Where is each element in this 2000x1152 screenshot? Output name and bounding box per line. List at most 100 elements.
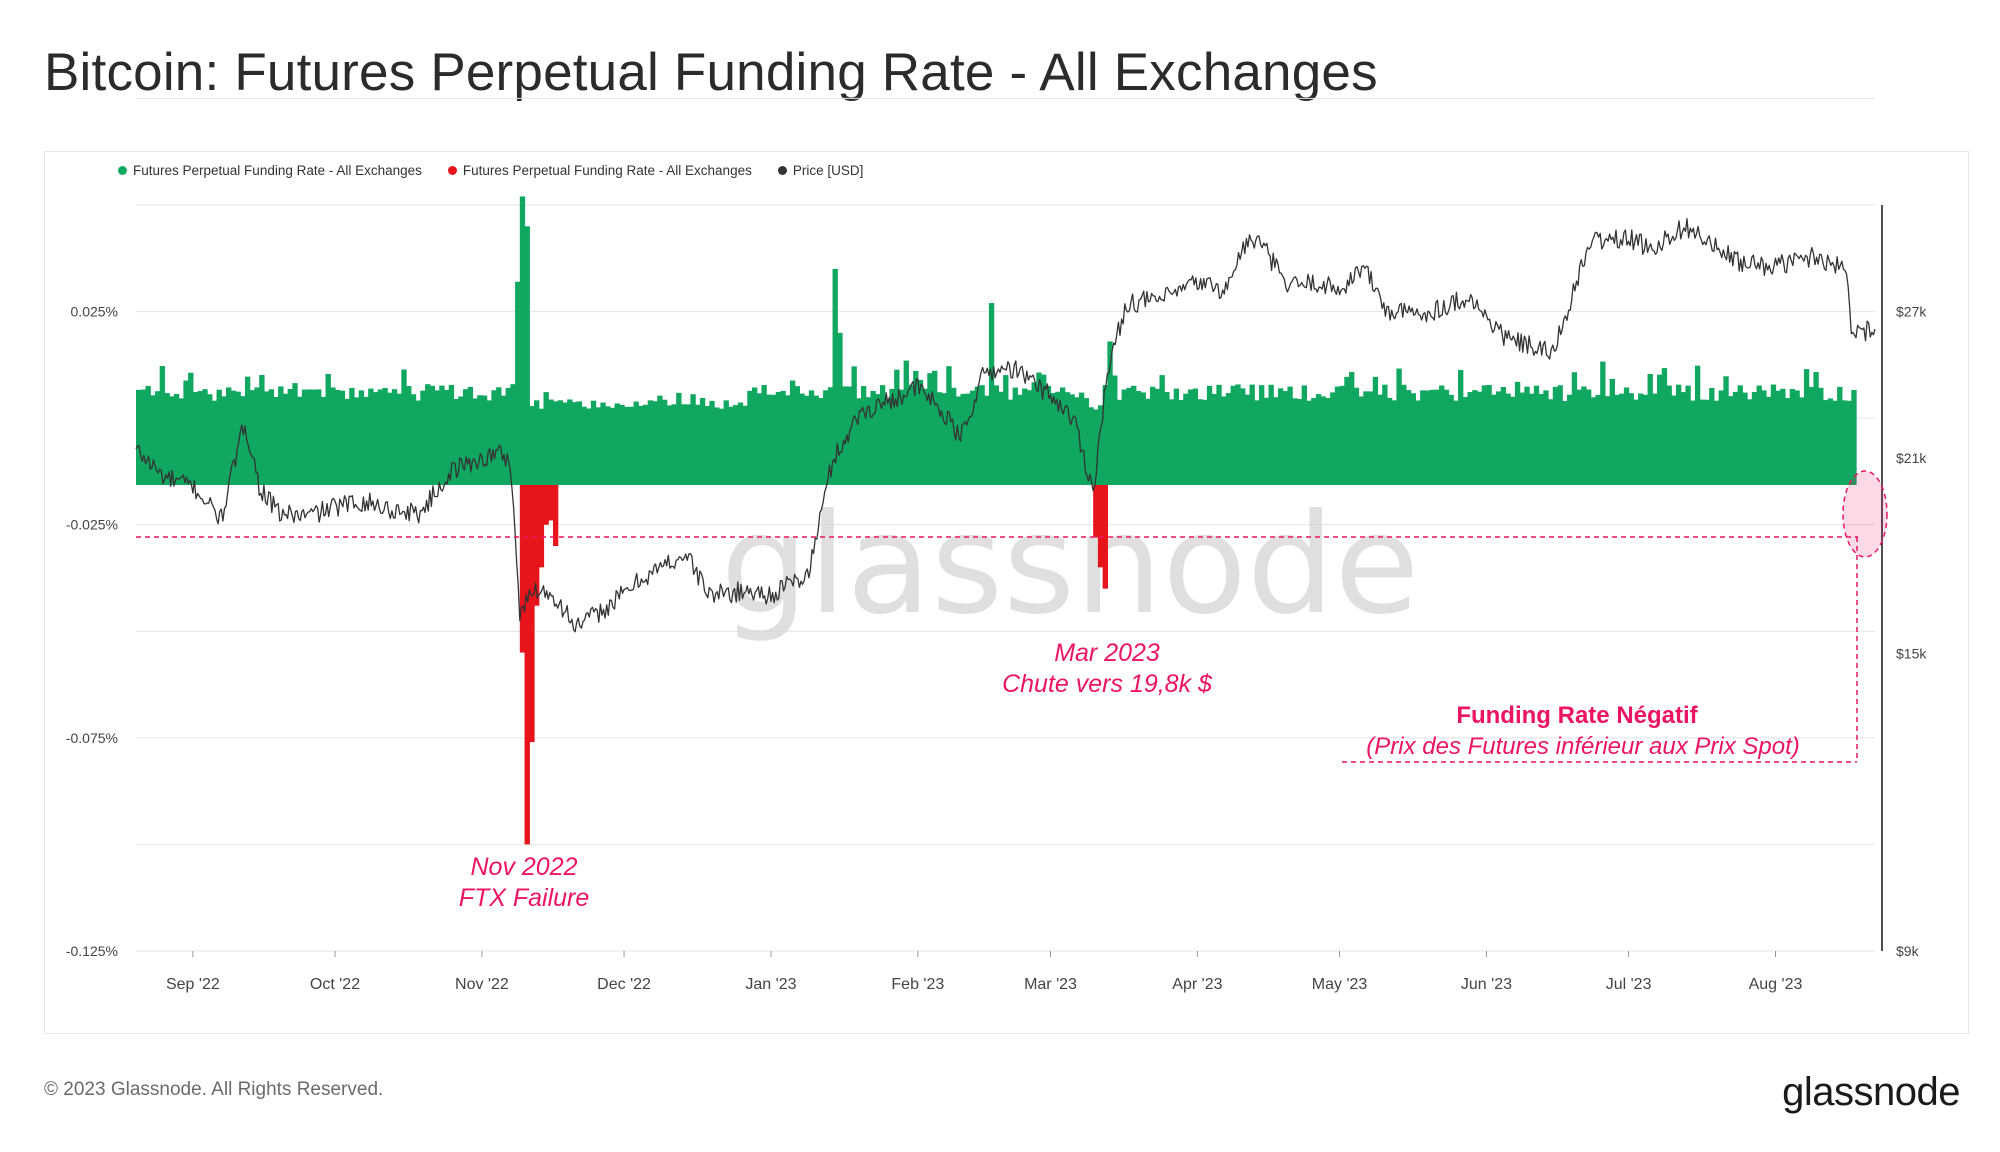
funding-bar-positive [1382,384,1388,485]
funding-bar-positive [785,395,791,485]
funding-bar-positive [159,366,166,485]
funding-bar-positive [259,374,265,485]
chart-frame [44,151,1969,1034]
funding-bar-positive [1818,387,1824,485]
funding-bar-positive [1078,392,1085,485]
funding-bar-positive [695,404,701,485]
funding-bar-positive [1794,390,1800,485]
funding-bar-positive [1135,391,1142,485]
funding-bar-positive [325,373,331,485]
funding-bar-negative [552,485,559,547]
funding-bar-positive [1036,372,1042,485]
funding-bar-positive [1453,400,1459,485]
funding-bar-positive [1112,375,1118,485]
funding-bar-positive [1263,397,1270,485]
legend-item-positive-funding[interactable]: Futures Perpetual Funding Rate - All Exc… [118,163,422,178]
annotation-mar-line2: Chute vers 19,8k $ [1002,670,1213,698]
funding-bar-positive [1164,391,1170,485]
funding-bar-positive [557,400,564,485]
funding-bar-positive [1045,385,1052,485]
legend-item-negative-funding[interactable]: Futures Perpetual Funding Rate - All Exc… [447,163,752,178]
funding-bar-positive [1737,385,1743,485]
funding-bar-positive [1017,394,1023,485]
funding-bar-positive [197,391,203,485]
funding-bar-positive [1614,394,1620,485]
legend-dot-red [447,166,457,175]
funding-bar-positive [709,400,715,485]
funding-bar-positive [974,386,981,485]
funding-bar-positive [1244,394,1251,485]
funding-bar-positive [1813,371,1819,485]
funding-bar-positive [1851,390,1857,485]
funding-bar-positive [903,360,909,485]
funding-bar-positive [491,390,497,485]
funding-bar-positive [1486,384,1492,485]
copyright-footer: © 2023 Glassnode. All Rights Reserved. [44,1079,384,1100]
funding-bar-positive [1519,392,1525,485]
funding-bar-positive [1396,368,1402,485]
funding-bar-positive [1178,399,1184,485]
funding-bar-positive [756,393,763,485]
funding-bar-positive [1401,384,1407,485]
y-left-tick-label: -0.125% [66,943,118,959]
funding-bar-positive [1638,393,1644,485]
y-right-tick-label: $27k [1896,304,1927,320]
annotation-highlight-ellipse [1842,470,1888,558]
funding-bar-positive [1576,389,1582,485]
funding-bar-positive [884,399,891,485]
funding-bar-positive [1325,397,1331,485]
funding-bar-positive [1434,389,1440,485]
funding-bar-positive [1491,394,1497,485]
funding-bar-positive [1837,386,1843,485]
funding-bar-positive [263,391,270,485]
funding-bar-positive [273,396,279,485]
funding-bar-positive [515,281,521,485]
x-tick-label: Jun '23 [1461,976,1512,993]
funding-bar-positive [789,380,796,485]
funding-bar-positive [1751,392,1758,485]
funding-bar-positive [192,391,199,485]
funding-bar-positive [1140,392,1146,485]
funding-bar-positive [562,402,568,485]
funding-bar-positive [1827,398,1833,485]
funding-bar-positive [1420,390,1426,485]
annotation-negative-subtitle: (Prix des Futures inférieur aux Prix Spo… [1366,733,1800,760]
x-tick-label: May '23 [1312,976,1368,993]
funding-bar-positive [1088,407,1094,485]
funding-bar-positive [965,393,971,485]
funding-bar-positive [1822,400,1829,485]
funding-bar-positive [770,394,777,485]
funding-bar-positive [1107,341,1113,485]
funding-bar-positive [1623,387,1630,485]
funding-bar-positive [164,393,170,485]
funding-bar-positive [638,405,644,485]
funding-bar-positive [704,406,710,485]
funding-bar-positive [1832,400,1838,485]
funding-bar-positive [1704,399,1710,485]
funding-bar-positive [813,395,819,485]
funding-bar-positive [661,399,668,485]
funding-bar-positive [1443,389,1450,485]
funding-bar-positive [633,401,639,485]
funding-bar-positive [761,385,767,485]
funding-bar-positive [500,395,507,485]
funding-bar-positive [1026,390,1033,485]
funding-bar-positive [1296,398,1303,485]
funding-bar-positive [1529,393,1535,485]
funding-bar-positive [1775,390,1781,485]
funding-bar-positive [1666,385,1672,485]
funding-bar-positive [1183,393,1189,485]
funding-bar-positive [1173,388,1180,485]
funding-bar-positive [481,395,488,485]
funding-bar-positive [775,391,782,485]
funding-bar-positive [647,400,654,485]
funding-bar-positive [1761,390,1767,485]
funding-bar-positive [1533,385,1540,485]
funding-bar-positive [226,387,232,485]
funding-bar-positive [936,392,943,485]
funding-bar-positive [1254,400,1260,485]
funding-bar-positive [1657,374,1663,485]
funding-bar-positive [1756,385,1762,485]
legend-item-price[interactable]: Price [USD] [777,163,863,178]
funding-bar-positive [306,389,312,485]
